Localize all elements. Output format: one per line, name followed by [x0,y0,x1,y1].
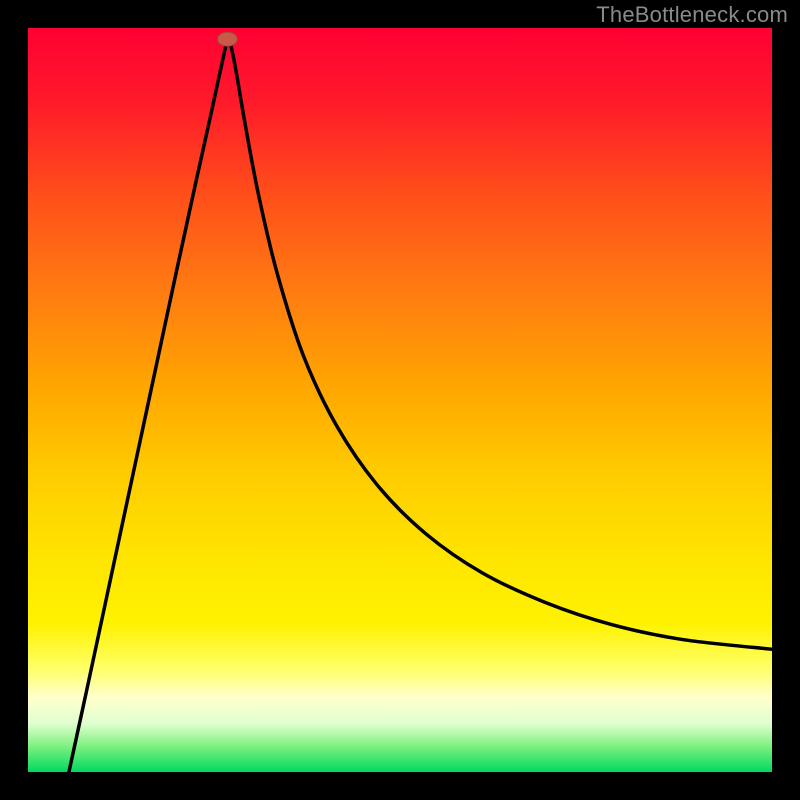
plot-area [28,28,772,772]
optimal-point-marker [217,32,237,46]
watermark-text: TheBottleneck.com [596,2,788,28]
bottleneck-curve-chart [28,28,772,772]
chart-container: TheBottleneck.com [0,0,800,800]
gradient-background [28,28,772,772]
